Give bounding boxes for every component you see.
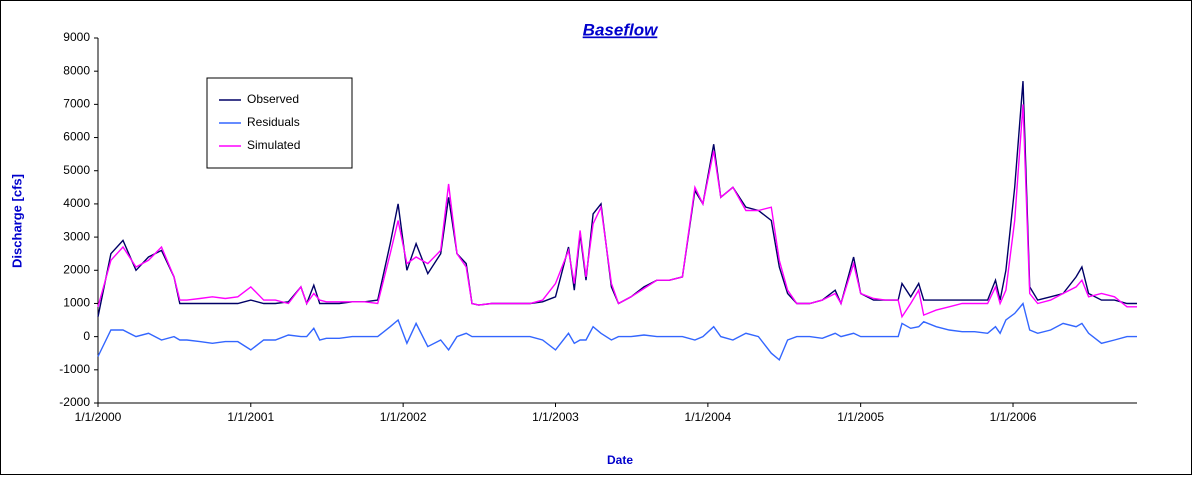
y-tick-label: 2000	[63, 262, 90, 276]
y-tick-label: 5000	[63, 163, 90, 177]
legend: Observed Residuals Simulated	[206, 77, 353, 169]
legend-label: Observed	[247, 92, 299, 106]
x-tick-label: 1/1/2002	[380, 410, 427, 424]
y-tick-label: 6000	[63, 130, 90, 144]
y-tick-label: 7000	[63, 97, 90, 111]
chart-title: Baseflow	[583, 20, 659, 39]
legend-label: Simulated	[247, 138, 300, 152]
series-line	[97, 302, 1137, 362]
y-tick-label: 9000	[63, 30, 90, 44]
series-line	[97, 104, 1137, 319]
y-tick-label: -2000	[59, 395, 90, 409]
y-tick-label: 0	[83, 329, 90, 343]
y-axis-label: Discharge [cfs]	[9, 174, 24, 268]
y-tick-label: 1000	[63, 296, 90, 310]
legend-label: Residuals	[247, 115, 300, 129]
x-tick-label: 1/1/2006	[990, 410, 1037, 424]
y-tick-label: -1000	[59, 362, 90, 376]
x-axis-label: Date	[607, 453, 633, 467]
y-tick-label: 8000	[63, 63, 90, 77]
y-tick-label: 4000	[63, 196, 90, 210]
x-tick-label: 1/1/2001	[227, 410, 274, 424]
x-tick-label: 1/1/2005	[837, 410, 884, 424]
x-tick-label: 1/1/2003	[532, 410, 579, 424]
x-tick-label: 1/1/2000	[75, 410, 122, 424]
y-tick-label: 3000	[63, 229, 90, 243]
x-tick-label: 1/1/2004	[685, 410, 732, 424]
